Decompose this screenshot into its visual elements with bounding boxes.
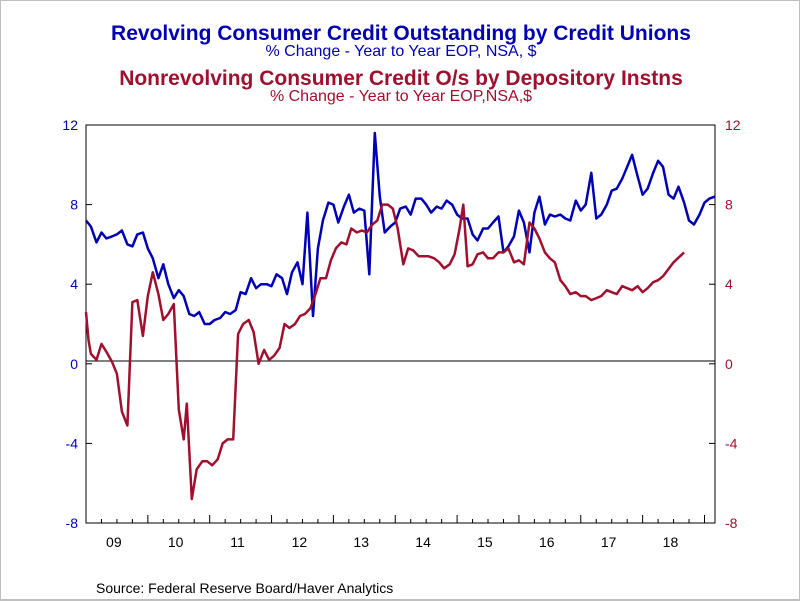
x-tick-label: 13 bbox=[353, 534, 369, 550]
x-tick-label: 09 bbox=[106, 534, 122, 550]
plot-area bbox=[85, 124, 716, 524]
y-tick-label-left: 12 bbox=[62, 117, 78, 133]
y-tick-label-right: -8 bbox=[725, 515, 738, 531]
source-note: Source: Federal Reserve Board/Haver Anal… bbox=[96, 580, 393, 596]
chart-subtitle-revolving: % Change - Year to Year EOP, NSA, $ bbox=[266, 43, 537, 60]
y-tick-label-right: 0 bbox=[725, 356, 733, 372]
x-tick-label: 17 bbox=[601, 534, 617, 550]
series-line-revolving bbox=[85, 131, 716, 326]
x-tick-label: 15 bbox=[477, 534, 493, 550]
y-tick-label-left: -8 bbox=[66, 515, 79, 531]
x-tick-label: 18 bbox=[663, 534, 679, 550]
x-tick-label: 12 bbox=[292, 534, 308, 550]
chart-marks: 12 12 8 8 4 4 0 0 -4 -4 -8 -8 09 10 11 12 13 14 15 16 17 18 bbox=[62, 117, 740, 550]
y-tick-label-left: 4 bbox=[70, 276, 78, 292]
y-tick-label-right: 8 bbox=[725, 197, 733, 213]
y-tick-label-right: -4 bbox=[725, 435, 738, 451]
y-tick-label-left: 8 bbox=[70, 197, 78, 213]
x-tick-label: 14 bbox=[415, 534, 431, 550]
y-tick-label-right: 12 bbox=[725, 117, 741, 133]
y-tick-label-left: 0 bbox=[70, 356, 78, 372]
y-tick-label-right: 4 bbox=[725, 276, 733, 292]
chart-title-revolving: Revolving Consumer Credit Outstanding by… bbox=[111, 22, 691, 45]
y-tick-label-left: -4 bbox=[66, 435, 79, 451]
x-tick-label: 11 bbox=[230, 534, 245, 550]
x-tick-label: 10 bbox=[168, 534, 184, 550]
chart-title-nonrevolving: Nonrevolving Consumer Credit O/s by Depo… bbox=[119, 67, 683, 90]
series-line-nonrevolving bbox=[84, 203, 685, 501]
chart-subtitle-nonrevolving: % Change - Year to Year EOP,NSA,$ bbox=[270, 88, 532, 105]
x-tick-label: 16 bbox=[539, 534, 555, 550]
